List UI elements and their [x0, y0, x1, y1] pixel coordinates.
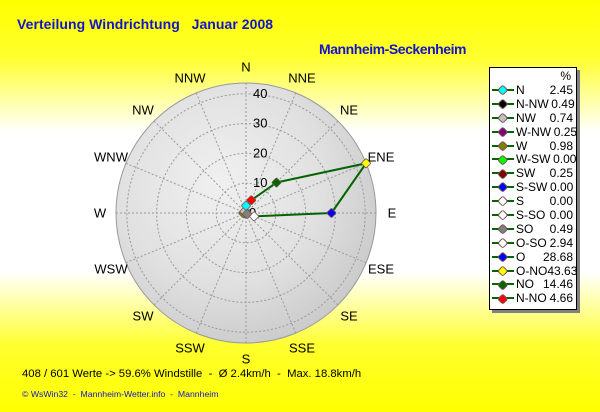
svg-text:20: 20 [253, 145, 267, 160]
svg-text:10: 10 [253, 175, 267, 190]
svg-text:40: 40 [253, 86, 267, 101]
svg-text:30: 30 [253, 116, 267, 131]
